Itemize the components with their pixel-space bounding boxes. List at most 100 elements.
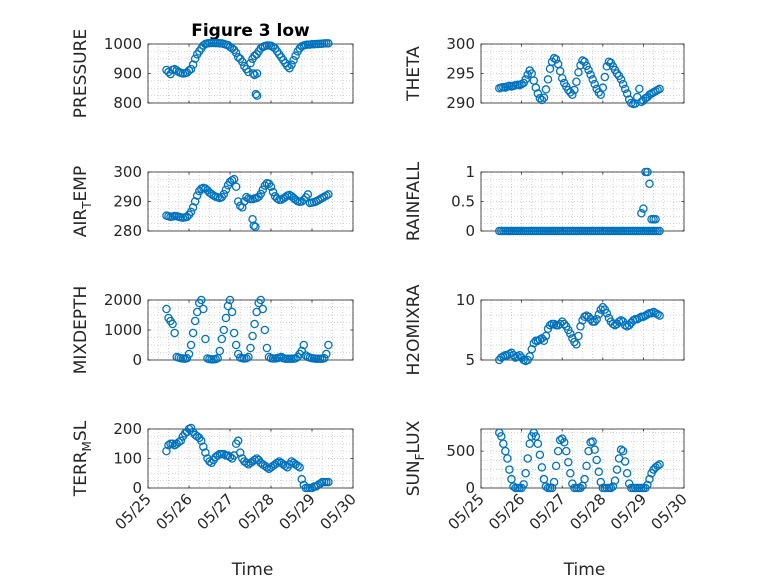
data-point — [248, 331, 257, 341]
data-point — [586, 70, 595, 79]
data-point — [539, 474, 549, 484]
data-point — [262, 343, 272, 353]
data-point — [596, 305, 606, 314]
data-point — [559, 438, 569, 447]
y-tick-label: 800 — [113, 94, 142, 112]
data-point — [199, 304, 208, 314]
y-tick-label: 290 — [446, 94, 475, 112]
y-axis-label-tail: LUX — [404, 420, 424, 453]
data-point — [293, 461, 302, 471]
data-point — [531, 83, 541, 92]
data-point — [182, 353, 192, 363]
y-tick-label: 0.5 — [451, 193, 475, 211]
data-point — [531, 432, 541, 441]
data-point — [551, 55, 561, 64]
data-point — [606, 483, 616, 493]
data-point — [547, 483, 557, 493]
data-point — [268, 187, 278, 197]
y-axis-label-subscript: F — [413, 453, 427, 460]
data-point — [594, 310, 603, 319]
data-point — [499, 439, 508, 448]
data-points — [162, 423, 333, 493]
data-point — [598, 83, 608, 92]
data-point — [622, 89, 632, 98]
subplot-h2omixra: 5 10 H2OMIXRA — [404, 284, 685, 376]
data-point — [233, 197, 243, 206]
data-point — [238, 57, 247, 66]
subplot-air-temp: 280 290 300 AIRTEMP — [71, 163, 354, 240]
data-point — [221, 313, 231, 323]
data-point — [645, 179, 654, 189]
x-tick-label: 05/28 — [566, 490, 609, 533]
y-axis-label: SUNFLUX — [404, 420, 427, 496]
data-point — [168, 319, 177, 329]
data-point — [519, 480, 528, 489]
chart-title: Figure 3 low — [191, 21, 310, 41]
data-point — [576, 483, 585, 493]
data-point — [590, 79, 599, 89]
data-point — [184, 66, 194, 75]
data-point — [643, 167, 652, 177]
data-point — [291, 195, 300, 204]
data-point — [249, 69, 258, 78]
data-point — [249, 221, 259, 230]
data-point — [497, 432, 506, 441]
y-tick-label: 10 — [456, 291, 475, 309]
data-point — [655, 84, 664, 94]
data-point — [535, 450, 545, 460]
y-axis-label-main: PRESSURE — [71, 29, 91, 118]
y-tick-label: 1 — [465, 163, 475, 181]
data-point — [233, 436, 243, 446]
x-axis-label: Time — [563, 560, 606, 580]
data-point — [186, 64, 196, 74]
data-point — [231, 48, 241, 58]
data-point — [258, 185, 268, 194]
data-points — [495, 53, 664, 109]
data-point — [651, 214, 660, 224]
data-point — [549, 477, 559, 487]
data-point — [186, 340, 196, 350]
data-point — [639, 204, 648, 213]
y-tick-label: 290 — [113, 193, 142, 211]
data-point — [250, 319, 259, 329]
data-point — [219, 189, 229, 199]
x-tick-label: 05/28 — [235, 490, 278, 533]
subplot-rainfall: 0 0.5 1 RAINFALL — [404, 161, 685, 241]
data-point — [572, 77, 581, 87]
data-point — [570, 337, 579, 347]
y-axis-label-main: SUN — [404, 460, 424, 496]
y-tick-label: 300 — [113, 163, 142, 181]
data-point — [303, 190, 313, 199]
data-point — [188, 60, 198, 69]
data-point — [324, 39, 333, 48]
data-point — [246, 58, 255, 68]
data-point — [190, 54, 200, 64]
data-point — [582, 461, 591, 471]
data-point — [256, 189, 265, 199]
data-point — [192, 191, 202, 200]
data-point — [635, 84, 644, 94]
data-point — [553, 446, 563, 456]
data-point — [186, 207, 196, 217]
x-tick-label: 05/29 — [276, 490, 319, 533]
x-tick-label: 05/26 — [485, 490, 528, 533]
data-point — [324, 340, 333, 350]
y-tick-label: 300 — [446, 35, 475, 53]
data-point — [287, 60, 296, 69]
data-point — [637, 209, 646, 218]
data-point — [592, 455, 601, 465]
data-point — [572, 340, 581, 349]
data-point — [592, 314, 601, 324]
data-point — [533, 89, 543, 98]
data-point — [184, 349, 194, 359]
data-point — [580, 474, 589, 484]
data-point — [598, 302, 608, 312]
x-axis-label: Time — [231, 560, 274, 580]
data-point — [281, 192, 290, 202]
y-axis-label-main: RAINFALL — [404, 161, 424, 241]
data-point — [655, 226, 664, 236]
grid — [480, 171, 685, 232]
y-tick-label: 0 — [465, 479, 475, 497]
data-point — [197, 436, 206, 446]
data-point — [582, 61, 591, 71]
